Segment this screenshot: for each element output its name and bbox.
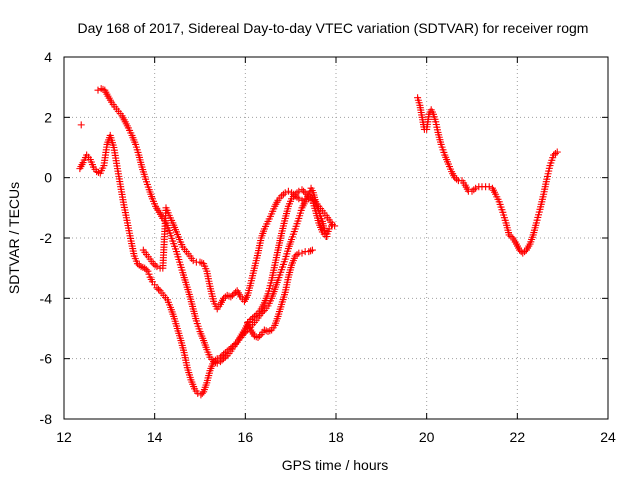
data-point xyxy=(252,311,260,319)
plot-border xyxy=(63,56,609,420)
data-point xyxy=(151,261,159,269)
data-point xyxy=(141,264,149,272)
data-point xyxy=(153,263,161,271)
data-point xyxy=(472,184,480,192)
data-point xyxy=(227,293,235,301)
x-tick-label: 20 xyxy=(419,429,435,445)
data-point xyxy=(553,148,561,156)
data-point xyxy=(230,290,238,298)
y-tick-label: -6 xyxy=(40,351,53,367)
x-tick-label: 22 xyxy=(510,429,526,445)
data-point xyxy=(137,263,145,271)
data-point xyxy=(77,121,85,129)
x-axis-label: GPS time / hours xyxy=(282,457,389,473)
data-point xyxy=(213,359,221,367)
data-point xyxy=(145,270,153,278)
data-point xyxy=(485,183,493,191)
data-point xyxy=(293,193,301,201)
x-tick-label: 16 xyxy=(238,429,254,445)
data-point xyxy=(281,189,289,197)
data-point xyxy=(295,195,303,203)
data-point xyxy=(228,291,236,299)
data-point xyxy=(288,189,296,197)
data-point xyxy=(521,248,529,256)
y-tick-label: 4 xyxy=(44,49,52,65)
y-tick-label: 0 xyxy=(44,170,52,186)
y-tick-label: -4 xyxy=(40,290,53,306)
x-tick-label: 14 xyxy=(147,429,163,445)
data-point xyxy=(284,187,292,195)
data-point xyxy=(298,186,306,194)
data-point xyxy=(189,257,197,265)
data-point xyxy=(266,327,274,335)
y-tick-label: 2 xyxy=(44,109,52,125)
data-point xyxy=(218,356,226,364)
y-tick-label: -2 xyxy=(40,230,53,246)
data-point xyxy=(516,246,524,254)
chart-title: Day 168 of 2017, Sidereal Day-to-day VTE… xyxy=(78,20,589,36)
x-tick-label: 12 xyxy=(56,429,72,445)
data-point xyxy=(221,353,229,361)
data-point xyxy=(155,285,163,293)
data-point xyxy=(220,355,228,363)
data-point xyxy=(308,246,316,254)
x-tick-label: 24 xyxy=(600,429,616,445)
data-point xyxy=(298,249,306,257)
y-tick-label: -8 xyxy=(40,411,53,427)
data-point xyxy=(97,85,105,93)
data-point xyxy=(142,266,150,274)
data-point xyxy=(216,358,224,366)
data-point xyxy=(519,249,527,257)
data-point xyxy=(94,86,102,94)
data-point xyxy=(470,186,478,194)
data-point xyxy=(198,389,206,397)
data-point xyxy=(254,334,262,342)
data-point xyxy=(94,168,102,176)
data-point xyxy=(298,196,306,204)
x-tick-label: 18 xyxy=(328,429,344,445)
data-point xyxy=(305,248,313,256)
data-point xyxy=(196,258,204,266)
data-point xyxy=(291,192,299,200)
data-point xyxy=(307,247,315,255)
data-point xyxy=(327,222,335,230)
data-point xyxy=(256,332,264,340)
data-point xyxy=(153,284,161,292)
data-point xyxy=(144,267,152,275)
data-point xyxy=(279,190,287,198)
data-point xyxy=(264,328,272,336)
y-axis-label: SDTVAR / TECUs xyxy=(6,182,22,294)
data-point xyxy=(250,312,258,320)
data-point xyxy=(300,187,308,195)
data-points xyxy=(76,85,561,399)
grid xyxy=(64,57,608,419)
